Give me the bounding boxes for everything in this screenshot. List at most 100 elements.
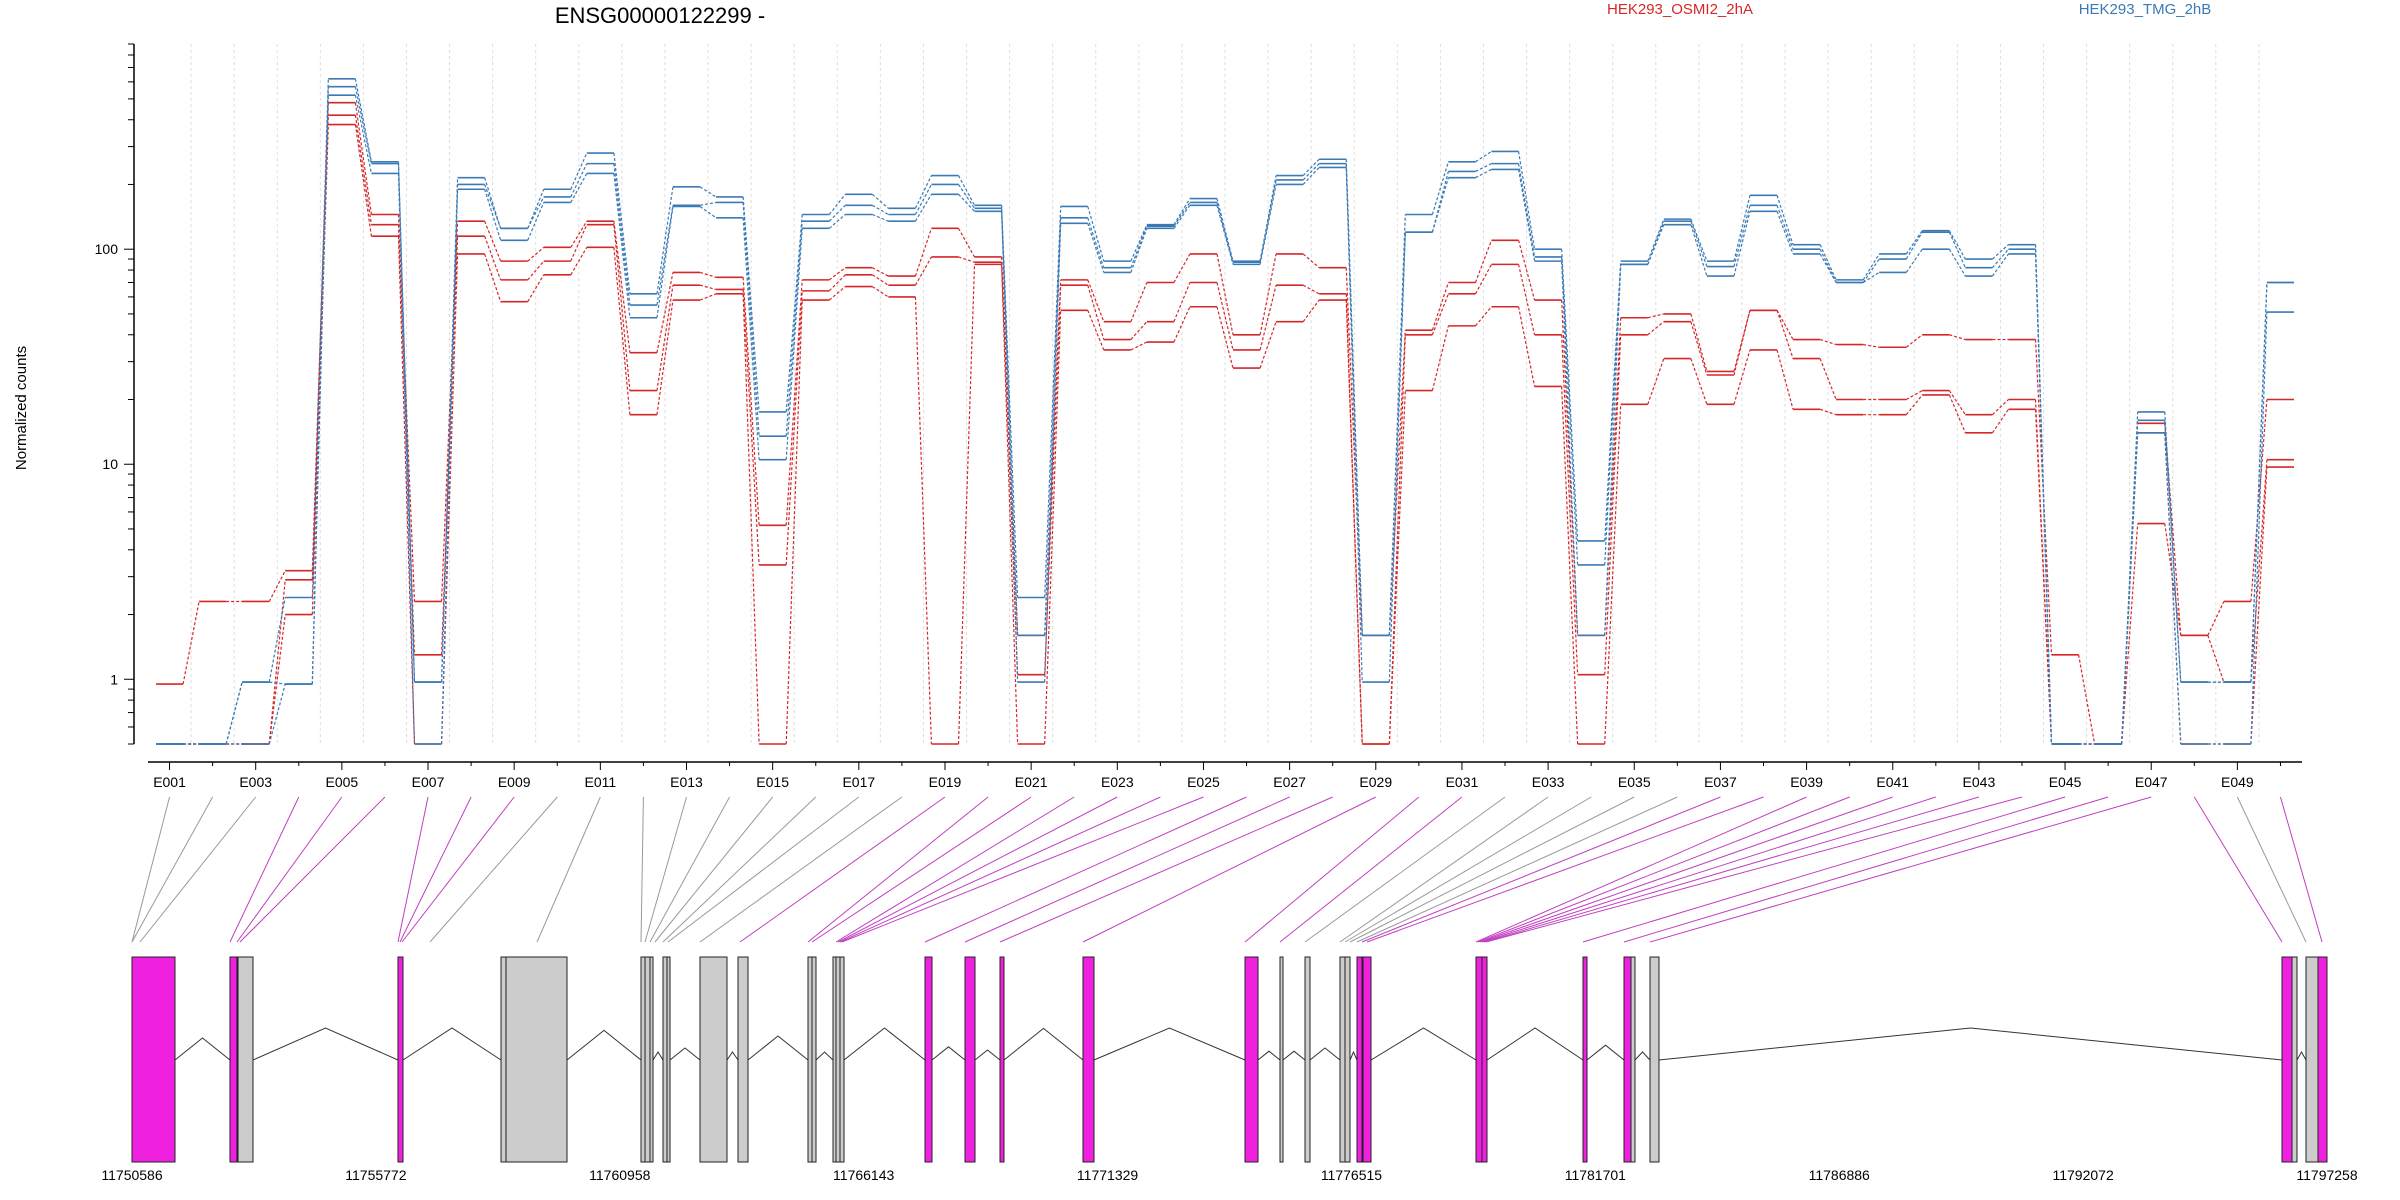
exon-box — [2291, 956, 2298, 1163]
data-connector — [484, 253, 502, 302]
exon-connector — [699, 796, 903, 943]
data-connector — [1001, 262, 1019, 675]
data-connector — [613, 224, 631, 391]
data-connector — [527, 260, 545, 281]
data-connector — [570, 247, 588, 276]
exon-box-highlighted — [1362, 956, 1372, 1163]
data-connector — [613, 152, 631, 294]
data-connector — [914, 175, 932, 209]
exon-box — [505, 956, 568, 1163]
data-connector — [958, 256, 975, 263]
x-tick-label: E015 — [756, 774, 789, 790]
data-connector — [1431, 293, 1449, 335]
x-tick-label: E001 — [153, 774, 186, 790]
data-connector — [1948, 248, 1966, 277]
data-connector — [1302, 158, 1320, 176]
data-connector — [785, 214, 803, 413]
x-tick-label: E019 — [929, 774, 962, 790]
data-connector — [2034, 409, 2053, 745]
y-tick-label: 1 — [110, 671, 118, 687]
exon-box-highlighted — [1244, 956, 1259, 1163]
data-connector — [656, 206, 674, 318]
data-connector — [1475, 306, 1492, 327]
data-connector — [1561, 261, 1579, 636]
exon-box-highlighted — [999, 956, 1005, 1163]
data-connector — [484, 177, 502, 229]
exon-connector — [2193, 796, 2283, 943]
data-connector — [613, 221, 631, 353]
data-connector — [1087, 206, 1105, 262]
data-connector — [1173, 306, 1191, 343]
exon-connector — [924, 796, 1247, 943]
exon-connector — [1475, 796, 1807, 943]
data-connector — [268, 597, 286, 683]
exon-connector — [841, 796, 1204, 943]
exon-box — [737, 956, 749, 1163]
exon-box-highlighted — [1475, 956, 1483, 1163]
y-axis-label: Normalized counts — [13, 346, 30, 470]
x-tick-label: E049 — [2221, 774, 2254, 790]
data-connector — [1604, 261, 1622, 541]
data-connector — [1474, 264, 1493, 295]
data-connector — [656, 186, 674, 294]
data-connector — [1475, 150, 1492, 163]
data-connector — [872, 204, 889, 216]
data-connector — [182, 601, 200, 685]
data-connector — [1259, 179, 1277, 263]
exon-connector — [1356, 796, 1678, 943]
data-connector — [1388, 390, 1406, 745]
exon-connector — [131, 796, 214, 943]
data-connector — [570, 152, 588, 190]
exon-connector — [536, 796, 601, 943]
data-connector — [1561, 249, 1579, 541]
exon-connector — [1344, 796, 1592, 943]
exon-connector — [1339, 796, 1549, 943]
data-connector — [742, 277, 760, 526]
x-tick-label: E023 — [1101, 774, 1134, 790]
exon-connector — [667, 796, 860, 943]
data-connector — [1561, 300, 1579, 636]
data-connector — [570, 173, 588, 203]
exon-connector — [835, 796, 1075, 943]
data-connector — [484, 189, 502, 241]
data-connector — [1001, 211, 1019, 683]
data-connector — [1604, 264, 1622, 636]
x-tick-label: E037 — [1704, 774, 1737, 790]
exon-connector — [2236, 796, 2307, 943]
data-connector — [699, 284, 717, 291]
exon-connector — [1349, 796, 1635, 943]
data-connector — [699, 293, 717, 301]
genomic-tick-label: 11792072 — [2052, 1167, 2113, 1183]
data-connector — [527, 246, 545, 262]
data-connector — [268, 614, 286, 745]
data-connector — [1733, 310, 1751, 376]
exon-box — [1339, 956, 1346, 1163]
data-connector — [268, 683, 286, 745]
data-connector — [1130, 341, 1148, 351]
data-connector — [1345, 300, 1363, 745]
x-tick-label: E031 — [1446, 774, 1479, 790]
data-connector — [1647, 358, 1665, 405]
data-connector — [440, 184, 459, 683]
data-connector — [914, 296, 933, 745]
data-connector — [397, 236, 416, 745]
exon-connector — [1244, 796, 1420, 943]
data-connector — [1259, 175, 1277, 262]
data-connector — [1948, 230, 1966, 260]
exon-connector — [807, 796, 989, 943]
x-tick-label: E009 — [498, 774, 531, 790]
data-connector — [1216, 282, 1234, 351]
data-connector — [1819, 338, 1837, 346]
data-connector — [1388, 232, 1406, 683]
data-connector — [1948, 231, 1966, 268]
exon-connector — [229, 796, 300, 943]
data-connector — [1044, 206, 1062, 598]
exon-connector — [239, 796, 386, 943]
data-connector — [1561, 334, 1579, 675]
intron-line — [174, 1037, 231, 1061]
data-connector — [1517, 151, 1536, 250]
exon-connector — [401, 796, 515, 943]
data-connector — [958, 193, 975, 212]
exon-connector — [654, 796, 774, 943]
data-connector — [1776, 195, 1794, 245]
